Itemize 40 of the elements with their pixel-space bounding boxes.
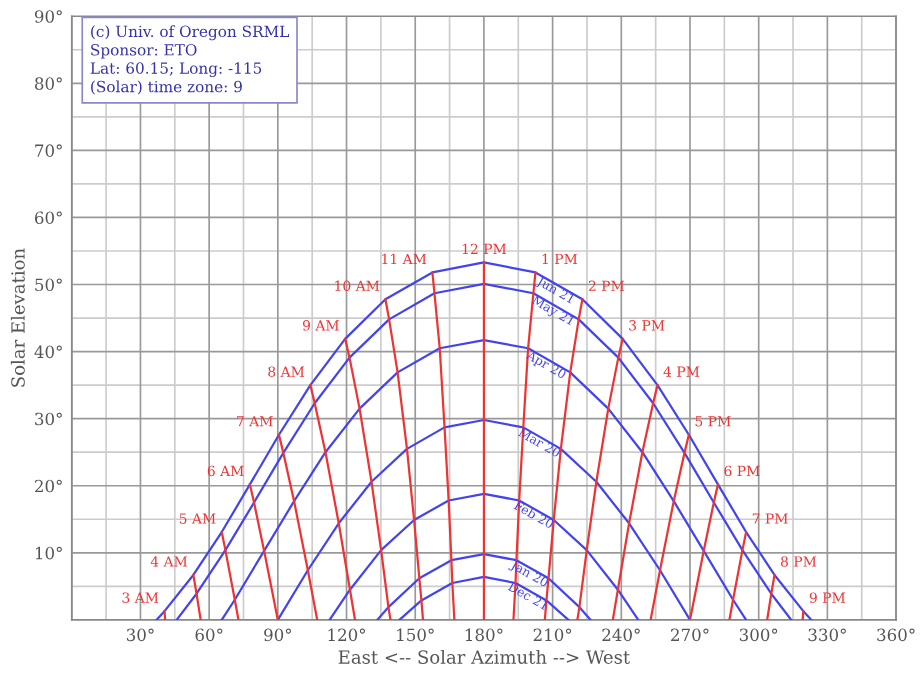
x-tick-label: 330° bbox=[808, 628, 846, 642]
x-tick-label: 150° bbox=[397, 628, 434, 642]
line-series bbox=[576, 337, 624, 620]
y-tick-label: 70° bbox=[35, 144, 62, 157]
y-tick-label: 50° bbox=[35, 278, 62, 292]
y-tick-label: 20° bbox=[35, 479, 62, 493]
x-tick-label: 210° bbox=[533, 628, 572, 642]
x-tick-label: 360° bbox=[877, 628, 915, 642]
line-series bbox=[248, 483, 279, 620]
y-tick-label: 80° bbox=[35, 77, 62, 90]
line-series bbox=[431, 271, 456, 620]
line-series bbox=[728, 530, 748, 620]
y-axis-title: Solar Elevation bbox=[10, 248, 25, 387]
line-series bbox=[309, 384, 357, 620]
y-tick-label: 10° bbox=[35, 546, 62, 560]
line-series bbox=[344, 337, 392, 620]
x-tick-label: 30° bbox=[126, 628, 154, 642]
line-series bbox=[376, 553, 592, 620]
x-tick-label: 270° bbox=[671, 628, 709, 642]
x-tick-label: 240° bbox=[602, 628, 640, 642]
line-series bbox=[649, 433, 690, 620]
x-tick-label: 180° bbox=[465, 628, 503, 642]
line-series bbox=[611, 384, 659, 620]
x-tick-label: 60° bbox=[195, 628, 223, 642]
x-tick-label: 300° bbox=[739, 628, 778, 642]
line-series bbox=[688, 483, 720, 620]
y-tick-label: 30° bbox=[35, 412, 62, 426]
line-series bbox=[277, 433, 319, 620]
line-series bbox=[276, 418, 692, 620]
y-tick-label: 60° bbox=[35, 211, 62, 225]
x-tick-label: 120° bbox=[328, 628, 366, 642]
line-series bbox=[482, 261, 486, 620]
y-tick-label: 90° bbox=[34, 10, 62, 23]
line-series bbox=[398, 575, 570, 620]
line-series bbox=[328, 492, 640, 620]
y-tick-label: 40° bbox=[34, 345, 62, 359]
x-tick-label: 90° bbox=[264, 628, 292, 642]
line-series bbox=[220, 530, 240, 620]
line-series bbox=[384, 298, 425, 620]
x-axis-title: East <-- Solar Azimuth --> West bbox=[338, 649, 631, 664]
